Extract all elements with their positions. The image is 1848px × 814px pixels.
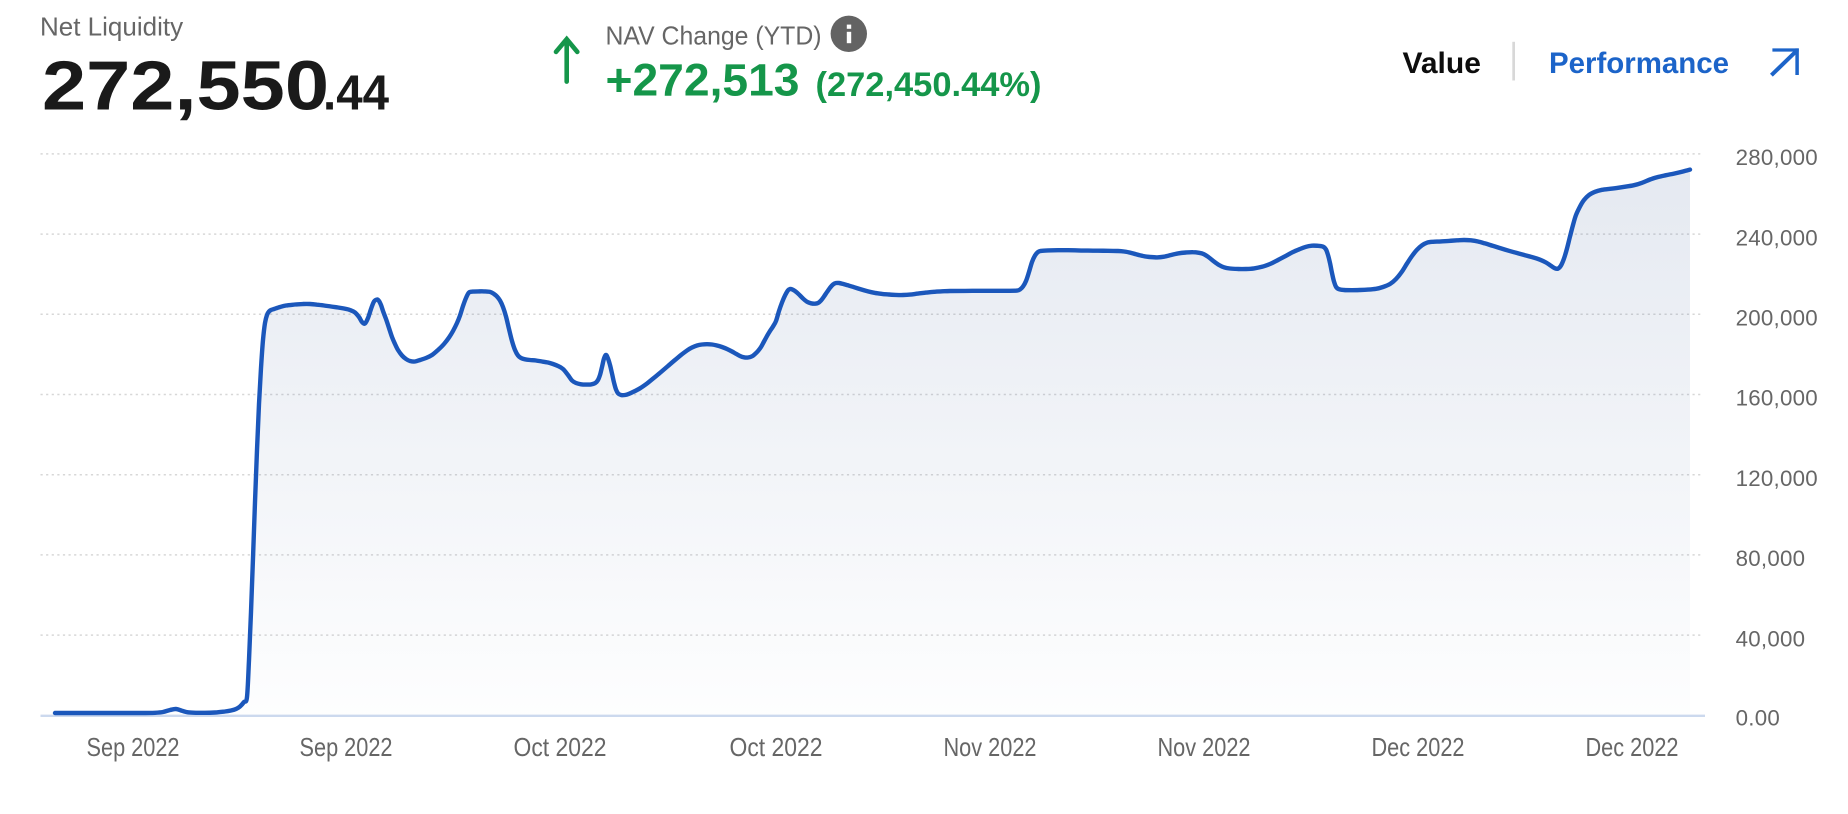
svg-text:Value: Value	[1403, 47, 1481, 80]
svg-text:280,000: 280,000	[1736, 145, 1818, 170]
svg-text:Nov 2022: Nov 2022	[944, 732, 1037, 762]
svg-text:160,000: 160,000	[1736, 386, 1818, 411]
svg-text:.44: .44	[323, 66, 389, 121]
svg-text:Oct 2022: Oct 2022	[514, 732, 607, 762]
svg-text:240,000: 240,000	[1736, 225, 1818, 250]
svg-text:Oct 2022: Oct 2022	[730, 732, 823, 762]
svg-text:Net Liquidity: Net Liquidity	[40, 11, 183, 41]
svg-text:Nov 2022: Nov 2022	[1158, 732, 1251, 762]
svg-text:200,000: 200,000	[1736, 306, 1818, 331]
svg-text:272,550: 272,550	[42, 47, 329, 125]
svg-text:Dec 2022: Dec 2022	[1586, 732, 1679, 762]
svg-text:40,000: 40,000	[1736, 626, 1806, 651]
svg-text:Dec 2022: Dec 2022	[1372, 732, 1465, 762]
svg-text:Sep 2022: Sep 2022	[87, 732, 180, 762]
svg-text:Sep 2022: Sep 2022	[300, 732, 393, 762]
svg-text:0.00: 0.00	[1736, 705, 1780, 730]
svg-text:NAV Change (YTD): NAV Change (YTD)	[606, 20, 822, 50]
svg-text:80,000: 80,000	[1736, 546, 1806, 571]
svg-text:120,000: 120,000	[1736, 466, 1818, 491]
svg-text:(272,450.44%): (272,450.44%)	[816, 66, 1042, 104]
svg-text:+272,513: +272,513	[606, 55, 800, 106]
svg-text:Performance: Performance	[1549, 47, 1729, 80]
